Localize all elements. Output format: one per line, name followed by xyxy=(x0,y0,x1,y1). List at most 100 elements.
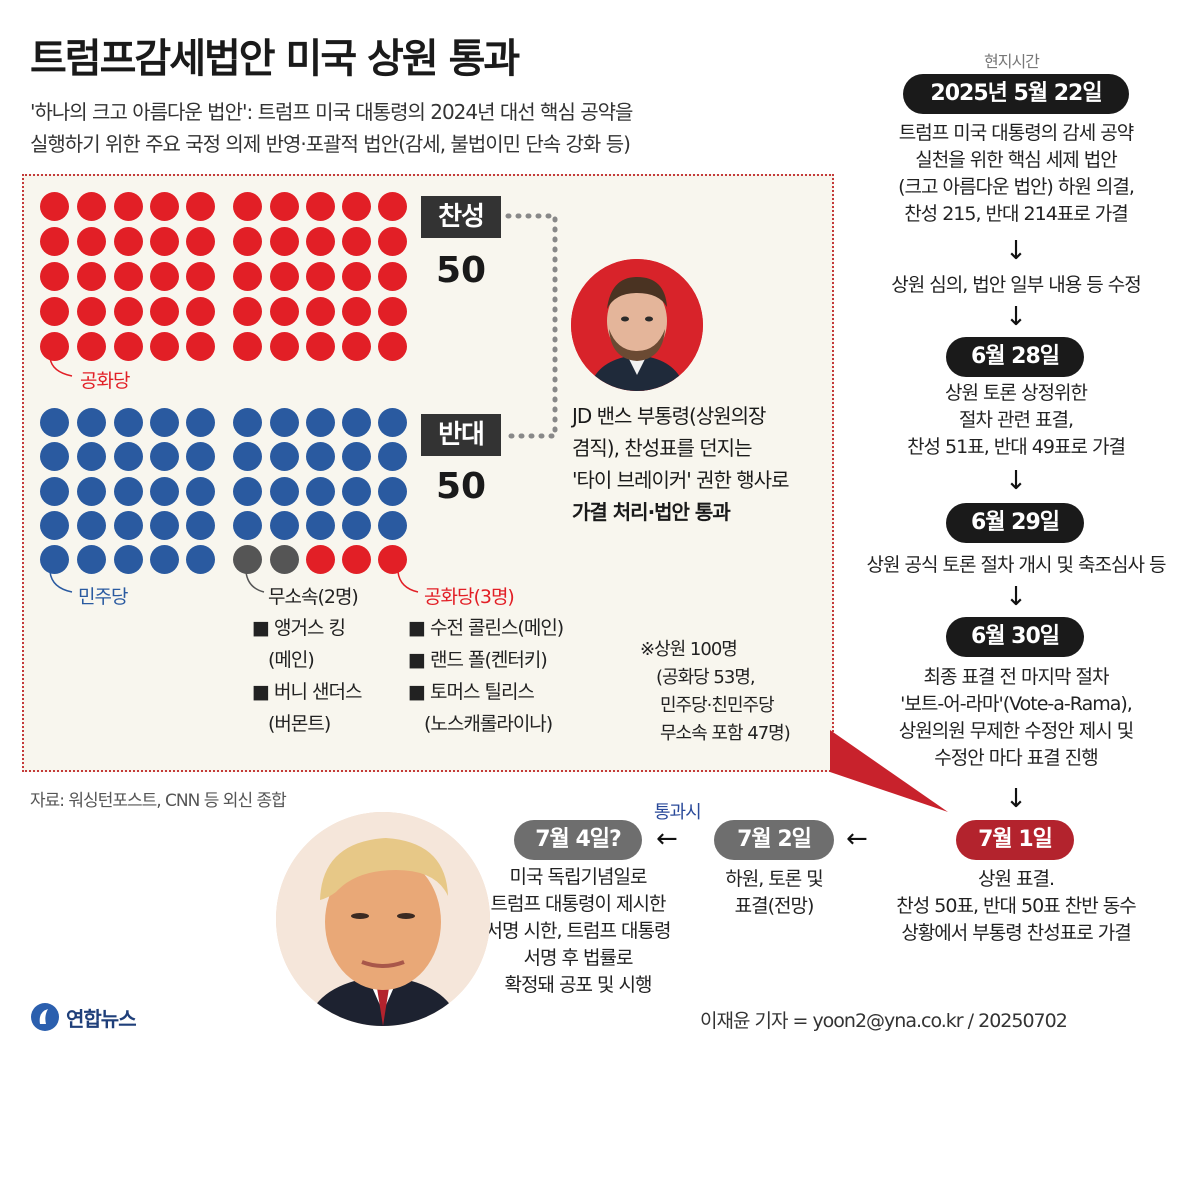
date-pill-jul1: 7월 1일 xyxy=(956,820,1074,860)
democrat-seat-dot xyxy=(150,408,179,437)
democrat-seat-dot xyxy=(306,511,335,540)
republican-seat-dot xyxy=(270,332,299,361)
democrat-seat-dot xyxy=(186,408,215,437)
text-line: 하원, 토론 및 xyxy=(725,868,824,890)
republican-seat-dot xyxy=(270,262,299,291)
independent-bracket xyxy=(245,571,265,593)
senate-review-text: 상원 심의, 법안 일부 내용 등 수정 xyxy=(891,274,1142,296)
list-item: (메인) xyxy=(268,649,315,671)
text-line: (크고 아름다운 법안) 하원 의결, xyxy=(898,176,1135,198)
republican-seat-dot xyxy=(233,227,262,256)
democrat-label: 민주당 xyxy=(78,586,128,608)
vance-line-1: JD 밴스 부통령(상원의장 xyxy=(572,404,766,428)
republican-seat-dot xyxy=(378,227,407,256)
note-line-3: 민주당·친민주당 xyxy=(660,695,775,716)
democrat-seat-dot xyxy=(186,477,215,506)
text-line: 최종 표결 전 마지막 절차 xyxy=(923,666,1110,688)
republican-seat-dot xyxy=(40,332,69,361)
arrow-down-icon: ↓ xyxy=(1005,302,1027,332)
republican-seat-dot xyxy=(306,332,335,361)
list-item: ■ 랜드 폴(켄터키) xyxy=(408,649,548,671)
democrat-seat-dot xyxy=(342,511,371,540)
republican-seat-dot xyxy=(233,262,262,291)
republican-seat-dot xyxy=(233,332,262,361)
subtitle-line-2: 실행하기 위한 주요 국정 의제 반영·포괄적 법안(감세, 불법이민 단속 강… xyxy=(30,132,631,156)
list-item: ■ 수전 콜린스(메인) xyxy=(408,617,564,639)
republican-bracket xyxy=(49,357,73,377)
independent-seat-dot xyxy=(270,545,299,574)
jul1-text: 상원 표결. 찬성 50표, 반대 50표 찬반 동수 상황에서 부통령 찬성표… xyxy=(856,866,1176,947)
republican-seat-dot xyxy=(378,192,407,221)
vance-portrait xyxy=(571,259,703,391)
text-line: 서명 후 법률로 xyxy=(523,947,634,969)
democrat-seat-dot xyxy=(378,408,407,437)
arrow-down-icon: ↓ xyxy=(1005,466,1027,496)
text-line: 서명 시한, 트럼프 대통령 xyxy=(485,920,672,942)
democrat-seat-dot xyxy=(40,477,69,506)
republican-no-seat-dot xyxy=(306,545,335,574)
republican-no-list: ■ 수전 콜린스(메인) ■ 랜드 폴(켄터키) ■ 토머스 틸리스 (노스캐롤… xyxy=(408,612,564,740)
democrat-seat-dot xyxy=(77,511,106,540)
democrat-seat-dot xyxy=(306,442,335,471)
republican-seat-dot xyxy=(77,262,106,291)
vance-face-illustration xyxy=(571,259,703,391)
democrat-seat-dot xyxy=(306,408,335,437)
republican-seat-dot xyxy=(233,192,262,221)
yes-connector xyxy=(505,213,558,439)
arrow-down-icon: ↓ xyxy=(1005,784,1027,814)
date-pill-jul2: 7월 2일 xyxy=(714,820,834,860)
jul2-text: 하원, 토론 및 표결(전망) xyxy=(704,866,844,920)
jun30-text: 최종 표결 전 마지막 절차 '보트-어-라마'(Vote-a-Rama), 상… xyxy=(856,664,1176,772)
republican-seat-dot xyxy=(40,192,69,221)
democrat-seat-dot xyxy=(114,477,143,506)
date-pill-may22: 2025년 5월 22일 xyxy=(903,74,1129,114)
text-line: 수정안 마다 표결 진행 xyxy=(934,747,1098,769)
republican-seat-dot xyxy=(233,297,262,326)
democrat-seat-dot xyxy=(114,408,143,437)
democrat-seat-dot xyxy=(40,442,69,471)
republican-label: 공화당 xyxy=(80,370,130,392)
democrat-seat-dot xyxy=(77,477,106,506)
note-line-2: (공화당 53명, xyxy=(656,667,756,688)
no-label-box: 반대 xyxy=(421,414,501,456)
democrat-seat-dot xyxy=(150,442,179,471)
republican-seat-dot xyxy=(150,262,179,291)
democrat-seat-dot xyxy=(233,511,262,540)
text-line: 찬성 50표, 반대 50표 찬반 동수 xyxy=(896,895,1136,917)
independent-list: ■ 앵거스 킹 (메인) ■ 버니 샌더스 (버몬트) xyxy=(252,612,362,740)
democrat-seat-dot xyxy=(77,408,106,437)
republican-seat-dot xyxy=(77,192,106,221)
democrat-seat-dot xyxy=(40,511,69,540)
democrat-seat-dot xyxy=(150,477,179,506)
republican-seat-dot xyxy=(270,227,299,256)
text-line: 트럼프 미국 대통령의 감세 공약 xyxy=(898,122,1134,144)
democrat-seat-dot xyxy=(270,511,299,540)
republican-seat-dot xyxy=(77,227,106,256)
arrow-left-icon: ← xyxy=(846,824,868,854)
democrat-seat-dot xyxy=(270,442,299,471)
republican-seat-dot xyxy=(186,227,215,256)
republican-seat-dot xyxy=(77,297,106,326)
senate-note: ※상원 100명 (공화당 53명, 민주당·친민주당 무소속 포함 47명) xyxy=(640,636,791,748)
democrat-seat-dot xyxy=(186,442,215,471)
democrat-seat-dot xyxy=(378,477,407,506)
democrat-seat-dot xyxy=(77,545,106,574)
democrat-bracket xyxy=(49,571,73,593)
list-item: (버몬트) xyxy=(268,713,331,735)
republican-3-label: 공화당(3명) xyxy=(424,586,515,608)
republican-seat-dot xyxy=(186,262,215,291)
republican-seat-dot xyxy=(186,192,215,221)
republican-seat-dot xyxy=(270,192,299,221)
republican-seat-dot xyxy=(378,297,407,326)
republican-seat-dot xyxy=(114,262,143,291)
list-item: ■ 앵거스 킹 xyxy=(252,617,346,639)
text-line: 트럼프 대통령이 제시한 xyxy=(490,893,667,915)
republican-seat-dot xyxy=(186,297,215,326)
democrat-seat-dot xyxy=(342,477,371,506)
republican-seat-dot xyxy=(150,332,179,361)
republican-seat-dot xyxy=(342,262,371,291)
democrat-seat-dot xyxy=(342,442,371,471)
republican-seat-dot xyxy=(342,332,371,361)
